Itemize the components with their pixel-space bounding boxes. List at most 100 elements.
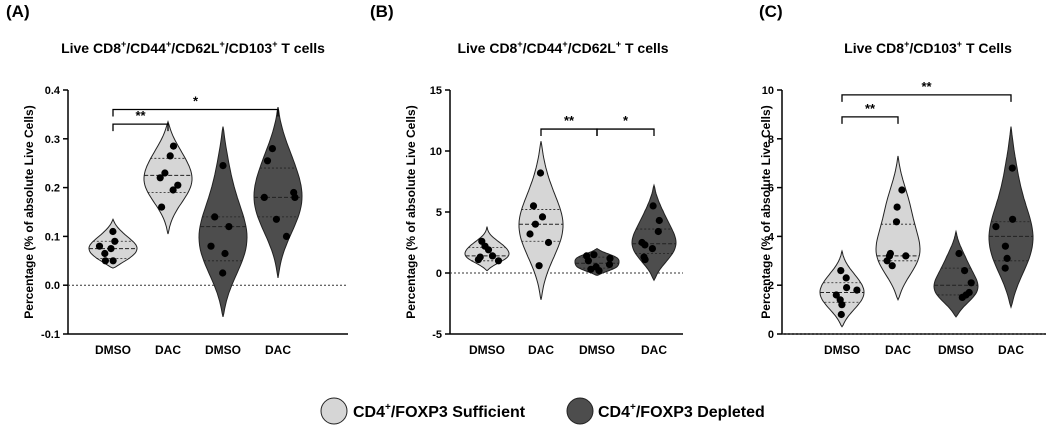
violin-shape bbox=[518, 141, 564, 300]
data-point bbox=[95, 242, 104, 250]
data-point bbox=[161, 169, 169, 177]
data-point bbox=[529, 202, 538, 210]
legend-label-text: CD4 bbox=[353, 404, 385, 421]
data-point bbox=[107, 245, 115, 253]
significance-label: ** bbox=[564, 113, 575, 128]
violin-group bbox=[143, 120, 193, 235]
title-superscript: + bbox=[957, 39, 962, 49]
data-point bbox=[838, 301, 846, 309]
panel-label: (A) bbox=[6, 2, 30, 21]
data-point bbox=[484, 246, 493, 254]
data-point bbox=[166, 152, 174, 160]
data-point bbox=[888, 262, 896, 270]
y-tick-label: 15 bbox=[430, 85, 442, 97]
panel-2: (B)Live CD8+/CD44+/CD62L+ T cellsPercent… bbox=[370, 2, 683, 357]
title-text: /CD103 bbox=[909, 40, 957, 56]
significance-label: ** bbox=[865, 101, 876, 116]
y-tick-label: 2 bbox=[768, 280, 774, 292]
violin-shape bbox=[933, 229, 979, 318]
data-point bbox=[101, 249, 109, 258]
significance-label: ** bbox=[921, 79, 932, 94]
violin-group bbox=[198, 126, 248, 318]
data-point bbox=[158, 203, 166, 211]
data-point bbox=[967, 279, 975, 287]
data-point bbox=[272, 215, 280, 223]
data-point bbox=[853, 286, 861, 294]
data-point bbox=[526, 230, 534, 238]
y-axis-label: Percentage (% of absolute Live Cells) bbox=[759, 105, 773, 318]
title-text: Live CD8 bbox=[457, 40, 517, 56]
y-tick-label: -0.1 bbox=[41, 329, 60, 341]
y-tick-label: 0.0 bbox=[45, 280, 60, 292]
significance-bracket: ** bbox=[112, 108, 169, 132]
legend-item: CD4+/FOXP3 Sufficient bbox=[320, 397, 526, 425]
data-point bbox=[109, 257, 117, 265]
data-point bbox=[531, 220, 540, 228]
legend-swatch bbox=[320, 397, 348, 425]
data-point bbox=[169, 186, 177, 194]
y-tick-label: 0.3 bbox=[45, 134, 60, 146]
x-category-label: DMSO bbox=[95, 343, 131, 357]
data-point bbox=[958, 293, 966, 301]
data-point bbox=[219, 269, 227, 277]
significance-bracket: ** bbox=[841, 79, 1012, 102]
data-point bbox=[263, 157, 272, 165]
title-superscript: + bbox=[562, 39, 567, 49]
violin-shape bbox=[253, 107, 303, 278]
violin-shape bbox=[875, 155, 921, 302]
y-tick-label: 0 bbox=[436, 268, 442, 280]
y-tick-label: 0.2 bbox=[45, 183, 60, 195]
data-point bbox=[832, 291, 840, 299]
x-category-label: DMSO bbox=[205, 343, 241, 357]
data-point bbox=[641, 256, 649, 264]
chart-title: Live CD8+/CD103+ T Cells bbox=[844, 39, 1012, 56]
bracket-line bbox=[112, 123, 169, 132]
data-point bbox=[538, 213, 547, 221]
data-point bbox=[961, 267, 969, 275]
violin-group bbox=[464, 226, 510, 272]
title-text: /CD62L bbox=[568, 40, 617, 56]
y-tick-label: 4 bbox=[768, 231, 775, 243]
x-category-label: DAC bbox=[155, 343, 181, 357]
violin-group bbox=[819, 249, 865, 328]
data-point bbox=[219, 162, 227, 170]
title-superscript: + bbox=[904, 39, 909, 49]
violin-group bbox=[574, 248, 620, 276]
significance-bracket: ** bbox=[841, 101, 899, 124]
data-point bbox=[544, 238, 553, 247]
data-point bbox=[842, 274, 850, 282]
violin-group bbox=[988, 126, 1034, 309]
bracket-line bbox=[540, 128, 598, 137]
panel-1: (A)Live CD8+/CD44+/CD62L+/CD103+ T cells… bbox=[6, 2, 348, 357]
violin-shape bbox=[631, 183, 677, 282]
y-tick-label: 0.1 bbox=[45, 231, 60, 243]
chart-title: Live CD8+/CD44+/CD62L+ T cells bbox=[457, 39, 668, 56]
title-text: /CD62L bbox=[171, 40, 220, 56]
violin-group bbox=[518, 141, 564, 300]
violin-shape bbox=[198, 126, 248, 318]
data-point bbox=[221, 249, 229, 258]
y-tick-label: 10 bbox=[430, 146, 442, 158]
data-point bbox=[655, 216, 663, 225]
data-point bbox=[843, 284, 851, 292]
data-point bbox=[211, 213, 219, 221]
data-point bbox=[606, 254, 614, 262]
data-point bbox=[641, 241, 649, 249]
x-category-label: DMSO bbox=[824, 343, 860, 357]
data-point bbox=[837, 267, 845, 275]
panel-3: (C) Live CD8+/CD103+ T Cells Percentage (%… bbox=[759, 2, 1046, 357]
panel-label: (C) bbox=[759, 2, 783, 21]
data-point bbox=[654, 227, 662, 236]
x-category-label: DMSO bbox=[469, 343, 505, 357]
y-tick-label: 0 bbox=[768, 329, 774, 341]
data-point bbox=[837, 310, 845, 319]
x-category-label: DAC bbox=[885, 343, 911, 357]
x-category-label: DAC bbox=[641, 343, 667, 357]
y-axis-label: Percentage (% of absolute Live Cells) bbox=[404, 105, 418, 318]
title-text: Live CD8 bbox=[844, 40, 904, 56]
y-axis-label: Percentage (% of absolute Live Cells) bbox=[22, 105, 36, 318]
data-point bbox=[1001, 264, 1009, 272]
data-point bbox=[111, 237, 119, 245]
y-tick-label: 5 bbox=[436, 207, 442, 219]
